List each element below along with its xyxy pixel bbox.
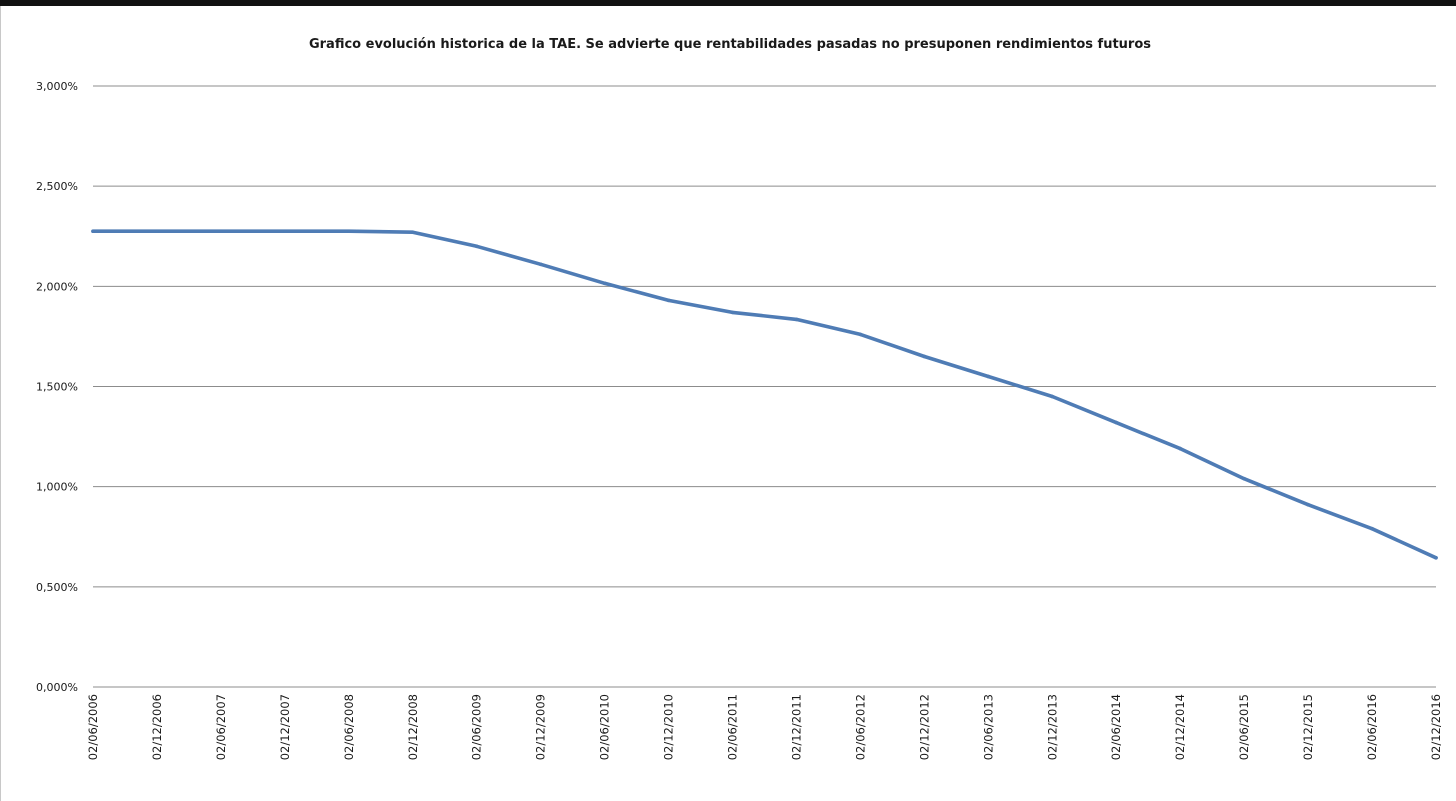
left-border xyxy=(0,6,1,801)
x-tick-label: 02/06/2010 xyxy=(598,694,612,760)
data-point xyxy=(858,332,863,337)
x-tick-label: 02/06/2011 xyxy=(726,694,740,760)
data-point xyxy=(1370,526,1374,531)
y-tick-label: 1,500% xyxy=(36,381,78,394)
data-point xyxy=(730,310,735,315)
x-tick-label: 02/12/2015 xyxy=(1301,694,1315,760)
data-point xyxy=(1242,476,1246,481)
y-tick-label: 3,000% xyxy=(36,80,78,93)
y-tick-label: 2,500% xyxy=(36,180,78,193)
x-tick-label: 02/12/2009 xyxy=(534,694,548,760)
top-border xyxy=(0,0,1456,6)
data-point xyxy=(1050,394,1055,399)
y-tick-label: 0,500% xyxy=(36,581,78,594)
data-point xyxy=(922,354,927,359)
data-point xyxy=(794,317,799,322)
x-tick-label: 02/06/2015 xyxy=(1237,694,1251,760)
data-point xyxy=(538,262,543,267)
x-tick-label: 02/06/2009 xyxy=(470,694,484,760)
data-point xyxy=(474,244,479,249)
data-point xyxy=(155,229,159,234)
x-tick-label: 02/12/2013 xyxy=(1045,694,1059,760)
y-tick-label: 1,000% xyxy=(36,481,78,494)
y-tick-label: 0,000% xyxy=(36,681,78,694)
data-point xyxy=(410,230,415,235)
x-tick-label: 02/12/2016 xyxy=(1429,694,1443,760)
data-point xyxy=(1434,555,1438,560)
x-tick-label: 02/06/2007 xyxy=(214,694,228,760)
x-tick-label: 02/12/2011 xyxy=(789,694,803,760)
x-tick-label: 02/12/2008 xyxy=(406,694,420,760)
x-tick-label: 02/12/2010 xyxy=(662,694,676,760)
data-point xyxy=(1114,420,1119,425)
x-tick-label: 02/06/2014 xyxy=(1109,694,1123,760)
data-point xyxy=(283,229,287,234)
x-tick-label: 02/06/2012 xyxy=(853,694,867,760)
x-tick-label: 02/12/2006 xyxy=(150,694,164,760)
y-tick-label: 2,000% xyxy=(36,280,78,293)
x-tick-label: 02/12/2012 xyxy=(917,694,931,760)
x-tick-label: 02/06/2013 xyxy=(981,694,995,760)
data-point xyxy=(1178,446,1182,451)
series-layer xyxy=(91,229,1438,560)
x-tick-label: 02/06/2016 xyxy=(1365,694,1379,760)
data-point xyxy=(986,374,991,379)
x-tick-label: 02/06/2006 xyxy=(86,694,100,760)
data-point xyxy=(602,281,607,286)
data-point xyxy=(666,298,671,303)
data-point xyxy=(1306,502,1310,507)
x-tick-label: 02/12/2014 xyxy=(1173,694,1187,760)
x-tick-label: 02/12/2007 xyxy=(278,694,292,760)
x-axis-ticks: 02/06/2006 02/12/2006 02/06/2007 02/12/2007… xyxy=(86,694,1443,760)
data-point xyxy=(219,229,223,234)
y-axis-ticks: 0,000% 0,500% 1,000% 1,500% 2,000% 2,500% 3,00… xyxy=(36,80,78,694)
x-tick-label: 02/06/2008 xyxy=(342,694,356,760)
series-line xyxy=(91,229,1438,560)
data-point xyxy=(347,229,351,234)
data-point xyxy=(91,229,95,234)
gridlines xyxy=(93,85,1436,688)
chart-title: Grafico evolución historica de la TAE. S… xyxy=(309,37,1151,52)
